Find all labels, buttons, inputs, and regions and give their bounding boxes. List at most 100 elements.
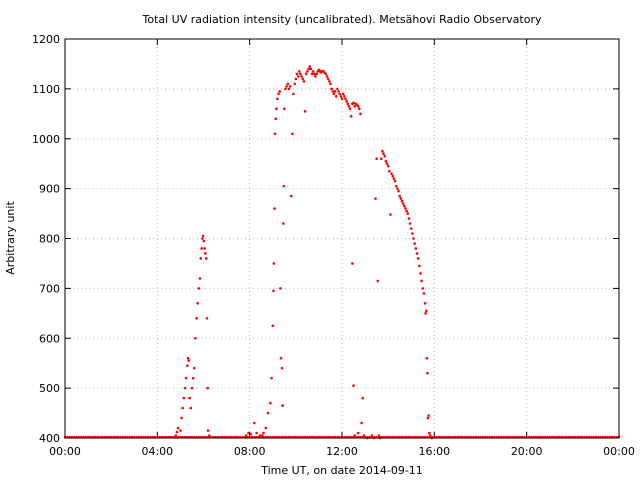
baseline-point: [511, 436, 514, 438]
y-tick-label: 500: [39, 382, 60, 395]
data-point: [329, 82, 332, 86]
baseline-point: [486, 436, 489, 438]
baseline-point: [186, 436, 189, 438]
baseline-point: [504, 436, 507, 438]
baseline-point: [257, 436, 260, 438]
data-point: [297, 70, 301, 73]
data-point: [289, 194, 293, 198]
baseline-point: [578, 436, 581, 438]
baseline-point: [461, 436, 464, 438]
data-point: [189, 406, 193, 410]
baseline-point: [264, 436, 267, 438]
data-point: [352, 384, 355, 387]
baseline-point: [472, 436, 475, 438]
data-point: [183, 386, 187, 390]
baseline-point: [140, 436, 143, 438]
baseline-point: [317, 436, 320, 438]
data-point: [203, 247, 206, 250]
data-point: [291, 132, 294, 136]
data-point: [270, 376, 273, 380]
data-point: [334, 95, 338, 98]
baseline-point: [345, 436, 348, 438]
data-point: [414, 247, 418, 250]
baseline-point: [546, 436, 549, 438]
data-point: [187, 359, 191, 362]
data-point: [271, 324, 275, 328]
baseline-point: [119, 436, 122, 438]
data-point: [341, 92, 345, 96]
baseline-point: [371, 436, 374, 438]
data-point: [336, 87, 339, 91]
baseline-point: [204, 436, 207, 438]
data-point: [262, 431, 265, 435]
data-point: [376, 279, 380, 283]
baseline-point: [481, 436, 484, 438]
data-point: [379, 157, 383, 160]
y-tick-label: 600: [39, 332, 60, 345]
data-point: [388, 169, 391, 173]
baseline-point: [124, 436, 127, 438]
baseline-point: [574, 436, 577, 438]
baseline-point: [544, 436, 547, 438]
baseline-point: [410, 436, 413, 438]
data-point: [399, 197, 403, 200]
data-point: [279, 287, 282, 290]
baseline-point: [306, 436, 309, 438]
baseline-point: [491, 436, 494, 438]
baseline-point: [301, 436, 304, 438]
baseline-point: [417, 436, 420, 438]
data-point: [413, 242, 417, 245]
baseline-point: [336, 436, 339, 438]
baseline-point: [105, 436, 108, 438]
baseline-point: [207, 436, 210, 438]
data-point: [304, 72, 308, 76]
baseline-point: [426, 436, 429, 438]
baseline-point: [555, 436, 558, 438]
data-point: [264, 426, 268, 430]
data-point: [359, 112, 362, 116]
data-point: [331, 90, 335, 93]
baseline-point: [523, 436, 526, 438]
baseline-point: [292, 436, 295, 438]
data-point: [383, 154, 387, 158]
baseline-point: [421, 436, 424, 438]
data-point: [374, 197, 377, 200]
x-axis-label: Time UT, on date 2014-09-11: [260, 464, 423, 477]
data-point: [204, 257, 208, 260]
y-tick-label: 900: [39, 183, 60, 196]
baseline-point: [414, 436, 417, 438]
baseline-point: [214, 436, 217, 438]
baseline-point: [322, 436, 325, 438]
baseline-point: [557, 436, 560, 438]
data-point: [409, 227, 413, 230]
baseline-point: [553, 436, 556, 438]
baseline-point: [133, 436, 136, 438]
baseline-point: [375, 436, 378, 438]
baseline-point: [384, 436, 387, 438]
data-point: [277, 92, 280, 96]
baseline-point: [278, 436, 281, 438]
baseline-point: [601, 436, 604, 438]
baseline-point: [599, 436, 602, 438]
baseline-point: [562, 436, 565, 438]
data-point: [294, 77, 298, 81]
data-point: [353, 434, 356, 437]
baseline-point: [137, 436, 140, 438]
data-point: [408, 222, 412, 225]
baseline-point: [209, 436, 212, 438]
baseline-point: [391, 436, 394, 438]
baseline-point: [571, 436, 574, 438]
baseline-point: [507, 436, 510, 438]
baseline-point: [449, 436, 452, 438]
baseline-point: [220, 436, 223, 438]
baseline-point: [128, 436, 131, 438]
baseline-point: [594, 436, 597, 438]
data-point: [278, 90, 281, 93]
data-point: [382, 152, 385, 156]
baseline-point: [308, 436, 311, 438]
data-point: [330, 87, 333, 91]
data-point: [201, 237, 204, 240]
baseline-point: [200, 436, 203, 438]
baseline-point: [280, 436, 283, 438]
